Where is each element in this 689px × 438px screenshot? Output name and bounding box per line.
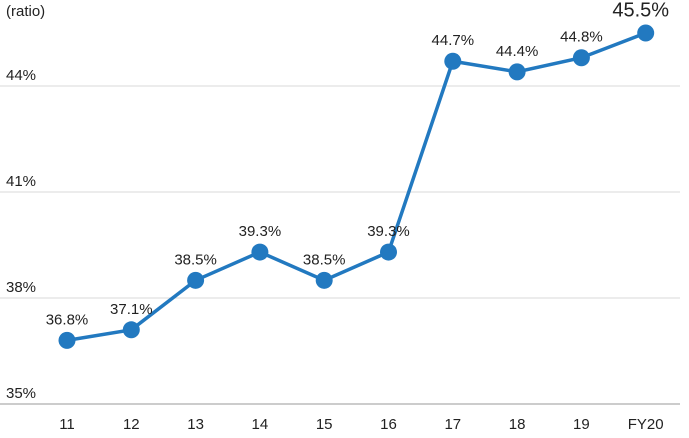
value-label: 39.3% <box>239 223 282 240</box>
point <box>315 271 333 289</box>
x-tick-label: 12 <box>123 416 140 433</box>
point <box>251 243 269 261</box>
value-label: 39.3% <box>367 223 410 240</box>
line <box>66 31 647 343</box>
point <box>444 52 462 70</box>
x-tick-label: 15 <box>316 416 333 433</box>
value-label: 36.8% <box>46 311 89 328</box>
y-tick-label: 41% <box>6 173 36 190</box>
point <box>122 321 140 339</box>
x-tick-label: 11 <box>59 416 75 433</box>
y-tick-label: 35% <box>6 385 36 402</box>
point <box>508 63 526 81</box>
x-tick-label: FY20 <box>628 416 664 433</box>
x-tick-label: 13 <box>187 416 204 433</box>
point <box>380 243 397 261</box>
x-tick-label: 19 <box>573 416 590 433</box>
value-label: 45.5% <box>612 0 669 21</box>
y-tick-label: 38% <box>6 279 36 296</box>
x-tick-label: 16 <box>380 416 397 433</box>
axis-unit-label: (ratio) <box>6 3 45 20</box>
point <box>187 271 205 289</box>
value-label: 38.5% <box>303 251 346 268</box>
value-label: 44.4% <box>496 43 539 60</box>
value-label: 38.5% <box>174 251 217 268</box>
point <box>58 331 76 349</box>
x-tick-label: 14 <box>252 416 269 433</box>
point <box>572 49 590 67</box>
x-tick-label: 18 <box>509 416 526 433</box>
point <box>637 24 655 42</box>
value-label: 44.7% <box>432 32 475 49</box>
x-tick-label: 17 <box>444 416 461 433</box>
y-tick-label: 44% <box>6 67 36 84</box>
value-label: 44.8% <box>560 29 603 46</box>
value-label: 37.1% <box>110 301 153 318</box>
